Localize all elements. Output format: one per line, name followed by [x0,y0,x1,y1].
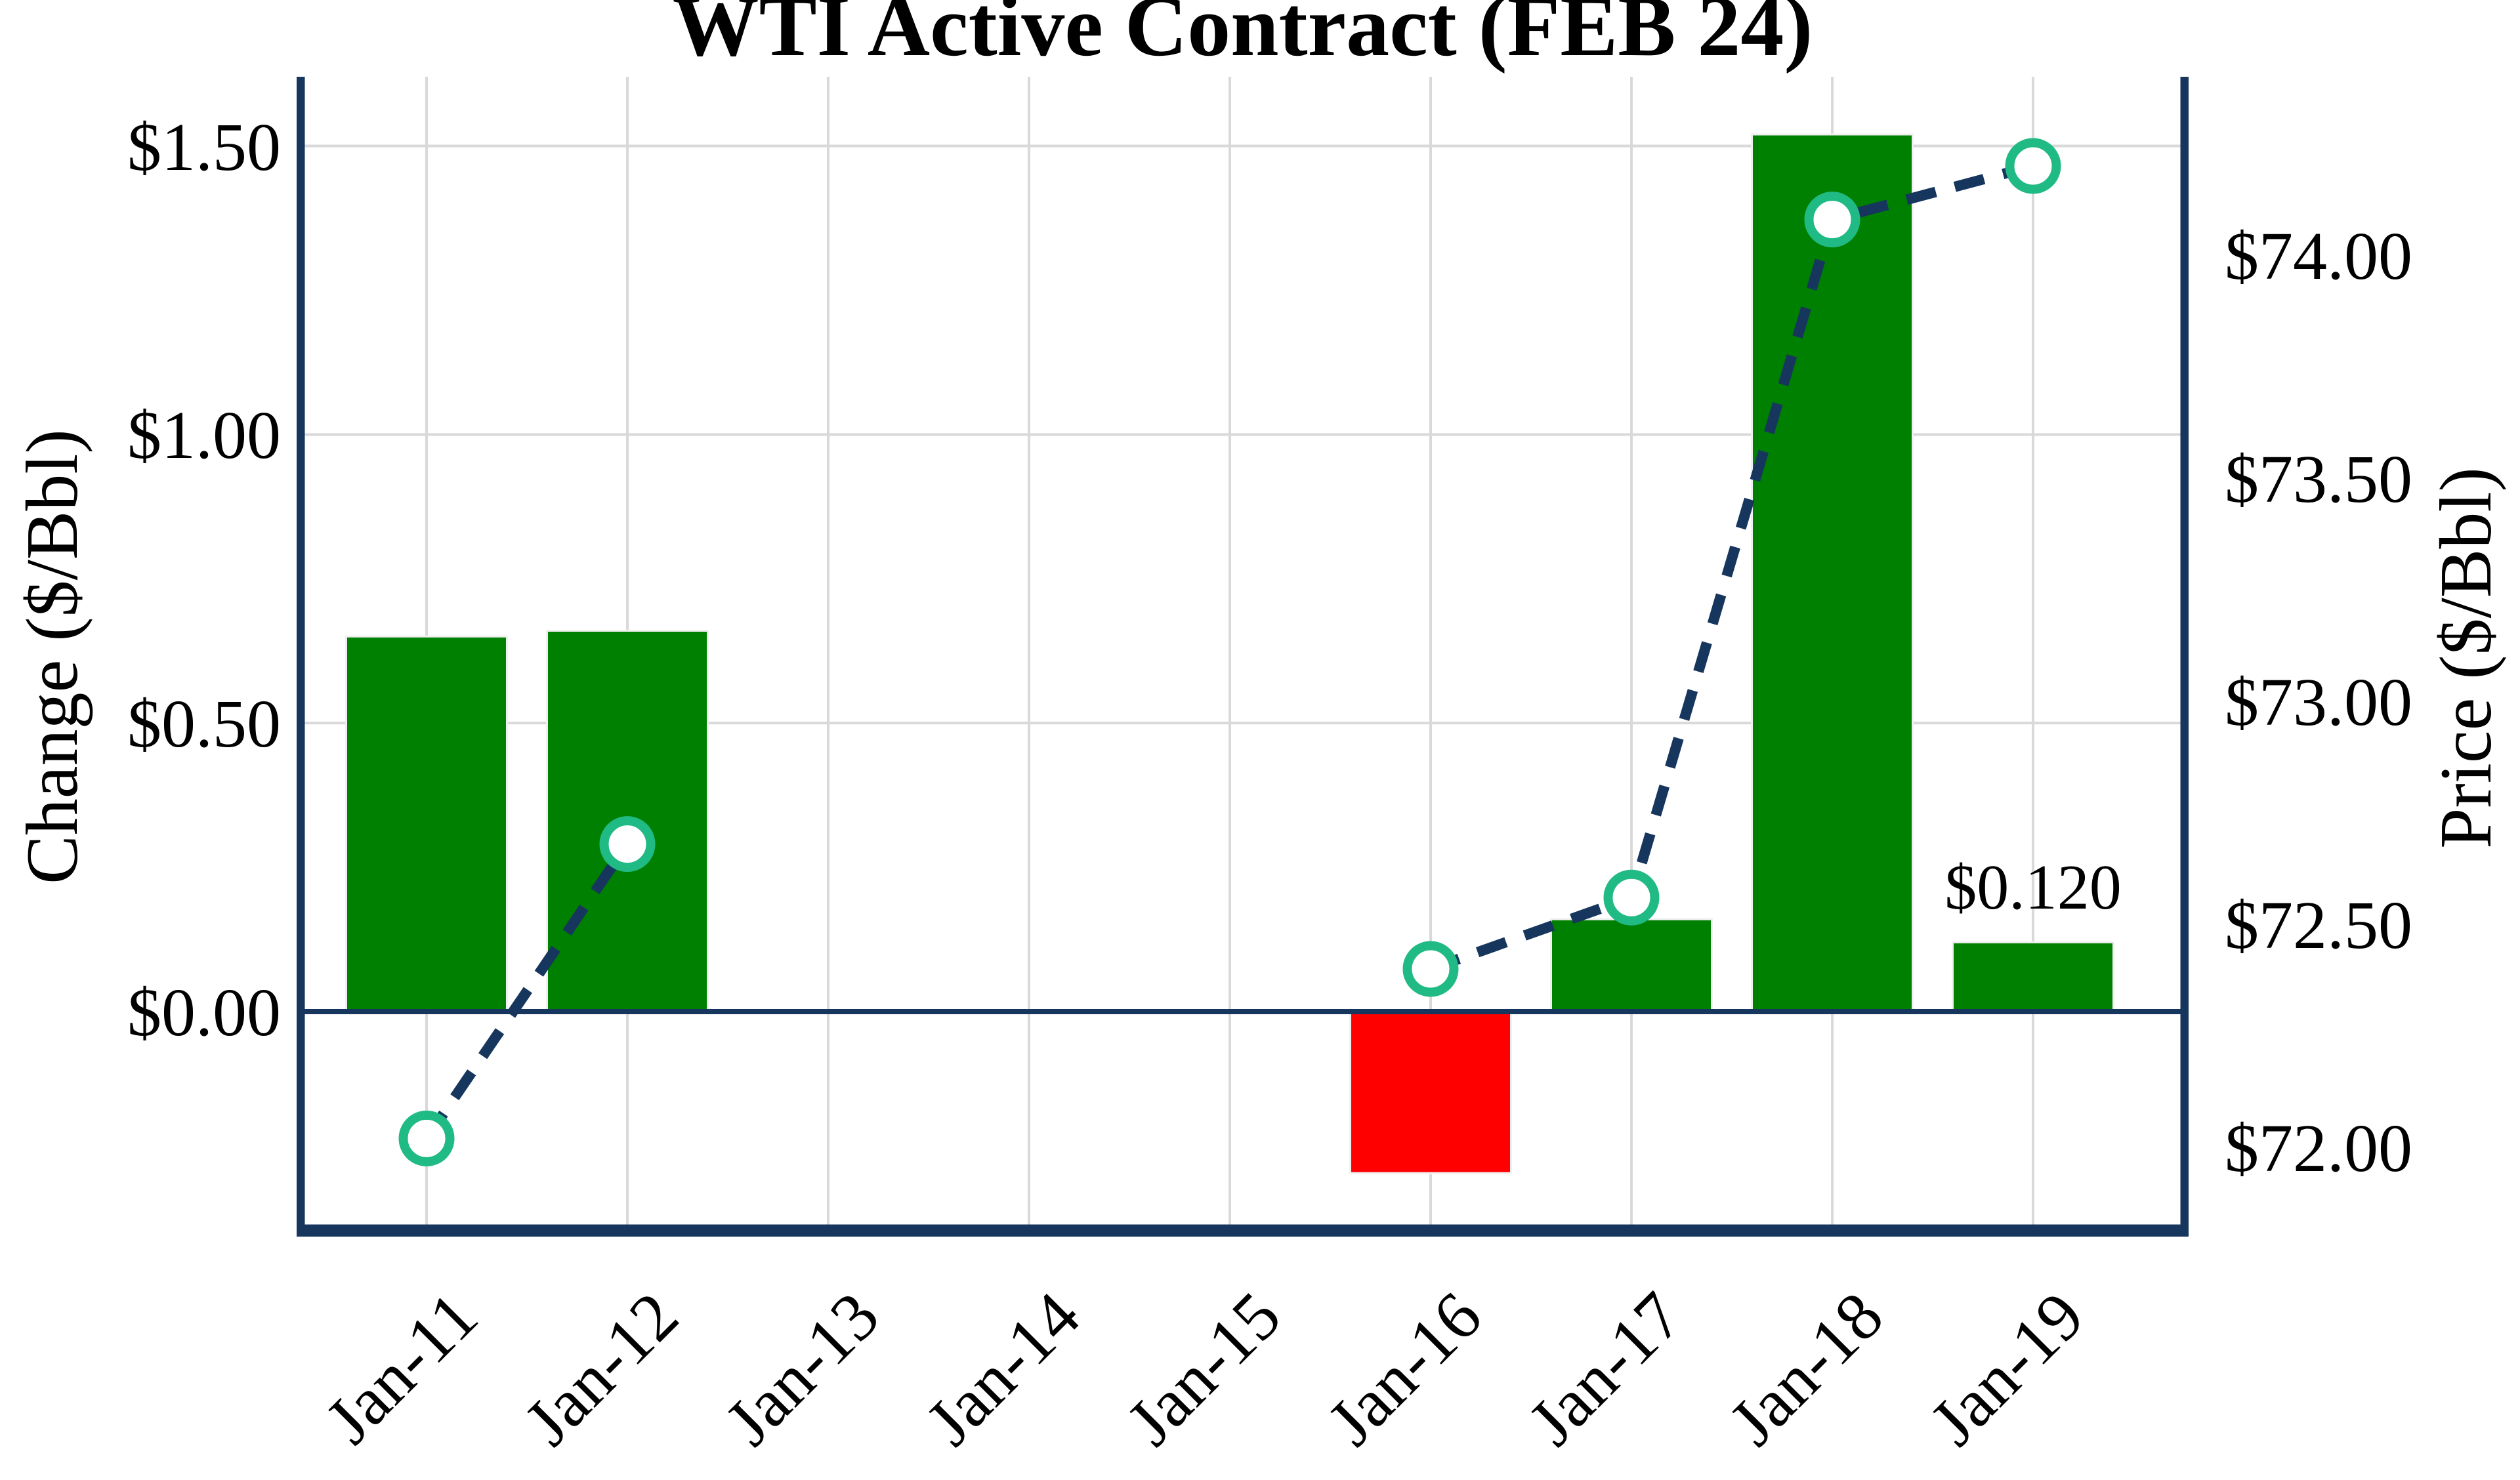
left-axis-tick-label: $1.50 [127,109,281,185]
price-marker [2005,138,2061,194]
change-bar [345,635,508,1013]
x-axis-tick-label: Jan-16 [1313,1277,1496,1460]
x-axis-tick-label: Jan-11 [311,1277,492,1458]
chart-title: WTI Active Contract (FEB 24) [672,0,1813,74]
x-axis-tick-label: Jan-14 [912,1277,1095,1460]
chart-canvas [297,77,2189,1237]
price-marker [1603,869,1660,926]
change-bar [1952,941,2114,1013]
left-axis-tick-label: $0.50 [127,686,281,762]
right-axis-label: Price ($/Bbl) [2426,467,2507,849]
right-axis-tick-label: $72.50 [2225,888,2412,963]
price-line [1429,161,2035,974]
price-marker [1804,192,1860,248]
x-axis-tick-label: Jan-13 [711,1277,894,1460]
plot-area [297,77,2189,1237]
right-axis-tick-label: $72.00 [2225,1111,2412,1186]
price-marker [1402,941,1459,997]
x-axis-tick-label: Jan-19 [1916,1277,2099,1460]
change-bar [1550,918,1713,1013]
price-line [422,841,632,1141]
change-bar [1349,1010,1512,1174]
x-axis-tick-label: Jan-15 [1112,1277,1295,1460]
x-axis-tick-label: Jan-12 [510,1277,693,1460]
left-axis-label: Change ($/Bbl) [12,429,93,884]
change-bar [1751,133,1914,1013]
x-axis-tick-label: Jan-18 [1715,1277,1898,1460]
right-axis-tick-label: $73.00 [2225,665,2412,740]
right-axis-tick-label: $74.00 [2225,218,2412,294]
price-marker [599,816,656,873]
x-axis-tick-label: Jan-17 [1514,1277,1697,1460]
left-axis-tick-label: $0.00 [127,974,281,1050]
price-marker [398,1110,455,1166]
bar-value-annotation: $0.120 [1944,852,2122,924]
right-axis-tick-label: $73.50 [2225,442,2412,517]
left-axis-tick-label: $1.00 [127,398,281,474]
